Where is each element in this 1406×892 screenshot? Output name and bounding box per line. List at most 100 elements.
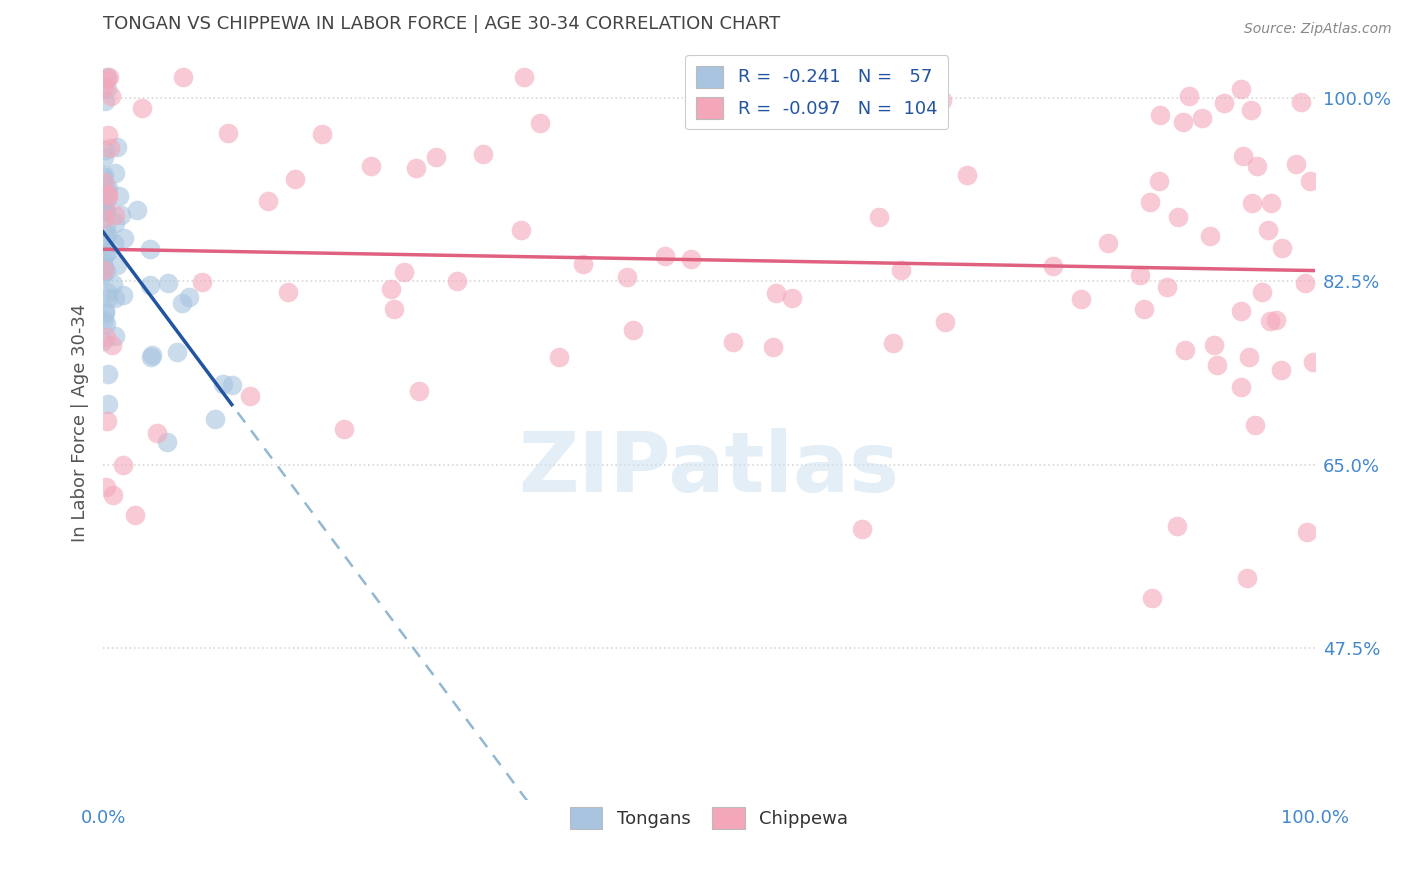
Point: [96, 70, 118, 84]
Point: [96, 397, 118, 411]
Point: [105, 140, 128, 154]
Point: [139, 242, 162, 256]
Point: [103, 277, 125, 291]
Point: [94, 204, 117, 219]
Point: [156, 277, 179, 291]
Point: [97, 70, 120, 84]
Point: [94, 306, 117, 320]
Point: [93, 176, 115, 190]
Point: [1244, 417, 1267, 432]
Point: [217, 126, 239, 140]
Point: [105, 258, 128, 272]
Point: [111, 458, 134, 472]
Point: [96, 263, 118, 277]
Point: [1230, 82, 1253, 96]
Point: [1289, 95, 1312, 110]
Point: [548, 350, 571, 364]
Text: Source: ZipAtlas.com: Source: ZipAtlas.com: [1244, 22, 1392, 37]
Point: [851, 522, 873, 536]
Point: [1302, 355, 1324, 369]
Point: [96, 329, 118, 343]
Point: [103, 488, 125, 502]
Point: [141, 348, 163, 362]
Point: [170, 295, 193, 310]
Point: [277, 285, 299, 300]
Point: [1213, 95, 1236, 110]
Point: [1241, 196, 1264, 211]
Point: [1299, 174, 1322, 188]
Point: [91, 268, 114, 282]
Point: [97, 128, 120, 142]
Point: [654, 249, 676, 263]
Point: [721, 335, 744, 350]
Point: [111, 288, 134, 302]
Point: [311, 127, 333, 141]
Point: [529, 115, 551, 129]
Point: [780, 291, 803, 305]
Point: [101, 337, 124, 351]
Point: [179, 290, 201, 304]
Point: [934, 315, 956, 329]
Point: [97, 190, 120, 204]
Point: [380, 282, 402, 296]
Point: [124, 508, 146, 523]
Point: [94, 317, 117, 331]
Point: [621, 323, 644, 337]
Point: [96, 82, 118, 96]
Point: [139, 277, 162, 292]
Point: [127, 203, 149, 218]
Point: [1199, 228, 1222, 243]
Point: [1264, 313, 1286, 327]
Point: [93, 334, 115, 348]
Point: [889, 262, 911, 277]
Point: [1237, 351, 1260, 365]
Point: [96, 227, 118, 241]
Point: [100, 89, 122, 103]
Point: [877, 105, 900, 120]
Point: [97, 367, 120, 381]
Point: [108, 188, 131, 202]
Point: [96, 414, 118, 428]
Point: [221, 378, 243, 392]
Point: [93, 169, 115, 184]
Point: [1139, 194, 1161, 209]
Point: [1202, 338, 1225, 352]
Point: [765, 285, 787, 300]
Point: [93, 200, 115, 214]
Point: [94, 194, 117, 208]
Point: [1042, 260, 1064, 274]
Point: [1270, 363, 1292, 377]
Point: [94, 245, 117, 260]
Point: [1271, 241, 1294, 255]
Point: [1191, 111, 1213, 125]
Point: [1206, 358, 1229, 372]
Point: [1133, 302, 1156, 317]
Point: [360, 159, 382, 173]
Point: [93, 262, 115, 277]
Point: [408, 384, 430, 398]
Point: [956, 168, 979, 182]
Point: [94, 480, 117, 494]
Point: [1230, 304, 1253, 318]
Point: [1166, 519, 1188, 533]
Point: [98, 141, 121, 155]
Point: [1149, 174, 1171, 188]
Point: [1140, 591, 1163, 606]
Point: [93, 79, 115, 94]
Point: [96, 180, 118, 194]
Point: [96, 72, 118, 87]
Point: [425, 150, 447, 164]
Point: [93, 169, 115, 183]
Point: [1070, 292, 1092, 306]
Point: [405, 161, 427, 176]
Point: [94, 205, 117, 219]
Point: [1260, 195, 1282, 210]
Point: [510, 223, 533, 237]
Point: [155, 435, 177, 450]
Point: [1294, 277, 1316, 291]
Point: [1230, 380, 1253, 394]
Point: [93, 211, 115, 226]
Point: [1178, 89, 1201, 103]
Point: [112, 231, 135, 245]
Point: [931, 94, 953, 108]
